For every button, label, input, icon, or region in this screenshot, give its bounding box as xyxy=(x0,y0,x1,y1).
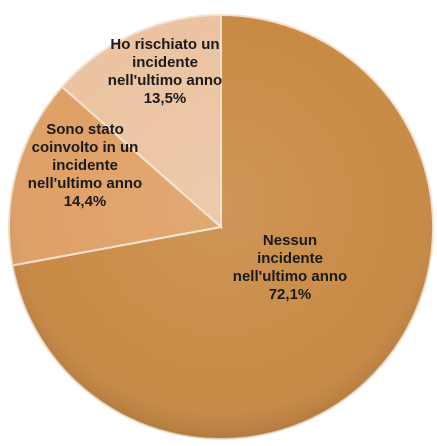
slice-label-0: Nessun incidente nell'ultimo anno 72,1% xyxy=(233,232,347,303)
slice-value-label-2: 13,5% xyxy=(144,90,187,107)
slice-value-label-0: 72,1% xyxy=(269,286,312,303)
slice-value-label-1: 14,4% xyxy=(64,193,107,210)
slice-label-line: Ho rischiato un xyxy=(110,36,219,53)
slice-label-line: incidente xyxy=(257,250,323,267)
slice-label-line: Sono stato xyxy=(46,121,124,138)
labels-layer: Nessun incidente nell'ultimo anno 72,1%Sono… xyxy=(28,36,347,303)
slice-label-line: Nessun xyxy=(263,232,317,249)
slice-label-line: nell'ultimo anno xyxy=(28,175,142,192)
slice-label-line: coinvolto in un xyxy=(32,139,139,156)
slice-label-line: incidente xyxy=(132,54,198,71)
slice-label-2: Ho rischiato un incidente nell'ultimo anno… xyxy=(108,36,222,107)
slice-label-line: nell'ultimo anno xyxy=(108,72,222,89)
slice-label-line: incidente xyxy=(52,157,118,174)
slice-label-1: Sono stato coinvolto in un incidente nell'u… xyxy=(28,121,142,210)
slice-label-line: nell'ultimo anno xyxy=(233,268,347,285)
